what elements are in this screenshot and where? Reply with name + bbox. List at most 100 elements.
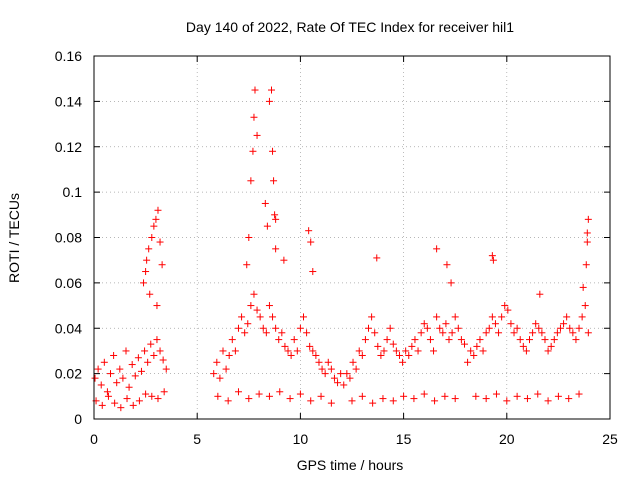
data-point [346,374,354,382]
y-tick-label: 0.06 [55,275,82,291]
data-point [442,320,450,328]
data-point [296,324,304,332]
data-point [519,342,527,350]
data-point [272,245,280,253]
data-point [501,302,509,310]
data-point [433,313,441,321]
data-point [268,86,276,94]
data-point [238,313,246,321]
data-point [219,347,227,355]
data-point [349,358,357,366]
data-point [358,351,366,359]
plot-frame [93,55,611,420]
y-tick-label: 0.02 [55,366,82,382]
y-tick-labels: 0 0.02 0.04 0.06 0.08 0.1 0.12 0.14 0.16 [55,48,82,427]
data-point [153,302,161,310]
data-point [532,320,540,328]
data-point [433,245,441,253]
data-point [263,222,271,230]
data-point [244,320,252,328]
data-point [430,347,438,355]
data-point [159,356,167,364]
data-point [522,347,530,355]
data-point [575,390,583,398]
data-point [259,324,267,332]
data-point [489,256,497,264]
data-point [144,358,152,366]
data-point [426,336,434,344]
data-point [355,347,363,355]
data-point [439,329,447,337]
data-point [410,395,418,403]
data-point [523,395,531,403]
data-point [145,245,153,253]
data-point [312,351,320,359]
data-point [119,374,127,382]
data-point [488,252,496,260]
data-point [516,336,524,344]
data-point [581,302,589,310]
data-point [436,324,444,332]
data-point [293,347,301,355]
data-point [327,399,335,407]
data-point [134,354,142,362]
data-point [265,392,273,400]
data-point [400,392,408,400]
data-point [467,347,475,355]
data-point [583,238,591,246]
data-point [122,347,130,355]
y-axis-label: ROTI / TECUs [6,193,22,283]
data-point [460,340,468,348]
data-point [269,147,277,155]
data-point [358,392,366,400]
data-point [423,324,431,332]
data-point [448,329,456,337]
y-tick-label: 0.1 [63,184,83,200]
data-point [116,365,124,373]
data-point [420,320,428,328]
data-point [278,329,286,337]
data-point [247,302,255,310]
data-point [534,390,542,398]
data-point [287,351,295,359]
data-point [148,234,156,241]
data-point [309,347,317,355]
data-point [386,324,394,332]
data-point [143,256,151,264]
data-point [307,397,315,405]
data-point [255,390,263,398]
data-point [111,399,119,407]
data-point [414,347,422,355]
data-point [222,365,230,373]
data-point [464,358,472,366]
data-point [441,392,449,400]
data-point [583,229,591,237]
data-point [234,388,242,396]
data-point [321,370,329,378]
data-point [529,329,537,337]
data-point [137,367,145,375]
data-point [476,336,484,344]
data-point [582,261,590,269]
y-tick-label: 0.12 [55,139,82,155]
data-point [256,313,264,321]
data-point [510,329,518,337]
data-point [281,342,289,350]
data-point [365,324,373,332]
data-point [550,336,558,344]
data-point [584,329,592,337]
data-point [327,365,335,373]
data-point [379,395,387,403]
data-point [584,215,592,223]
data-point [262,329,270,337]
data-point [113,379,121,387]
data-point [131,372,139,380]
data-point [578,313,586,321]
data-point [123,395,131,403]
data-point [265,302,273,310]
data-point [135,397,143,405]
gridlines [94,56,610,419]
data-point [330,374,338,382]
data-point [343,370,351,378]
data-point [153,336,161,344]
